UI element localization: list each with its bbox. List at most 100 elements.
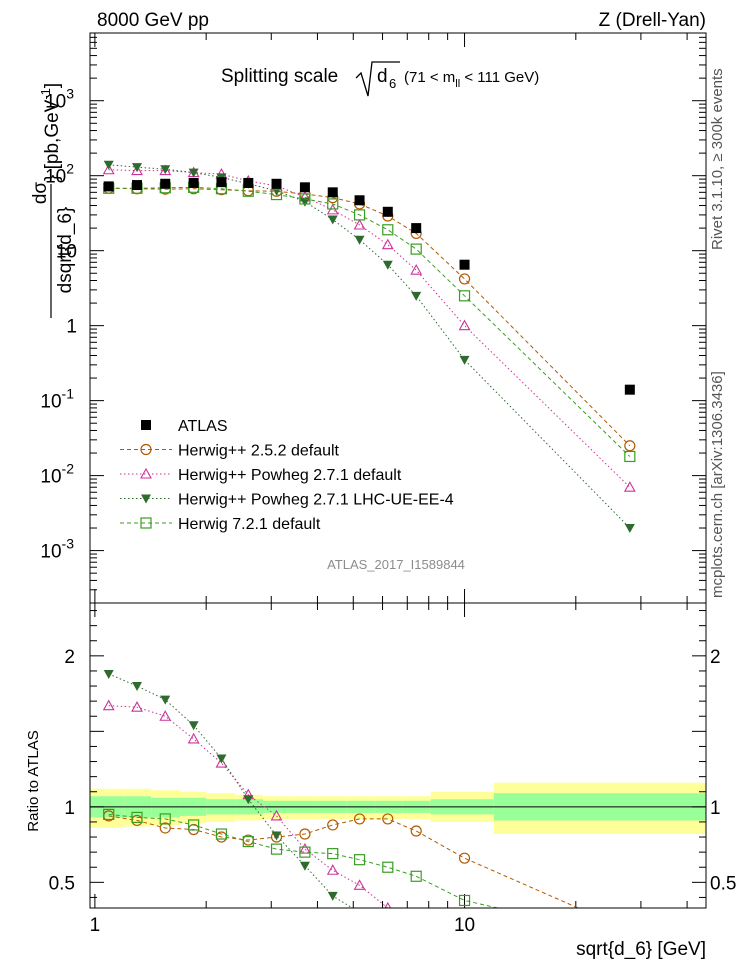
ylabel-numerator: dσ [30,182,51,205]
point-powheg_lhc [383,924,393,933]
point-herwig721 [299,193,311,205]
point-powheg_default [131,164,143,176]
x-tick-label: 10 [454,915,475,936]
point-herwig252 [458,273,471,285]
mcplots-label: mcplots.cern.ch [arXiv:1306.3436] [709,371,726,598]
point-herwig721 [382,861,394,873]
point-atlas [327,187,338,198]
point-powheg_lhc [299,197,310,207]
legend-label-atlas: ATLAS [178,418,228,435]
ratio-plot-series [102,669,635,955]
ratio-y-tick-label-left: 1 [64,798,75,819]
point-powheg_default [270,809,283,821]
y-tick-label: 10-3 [40,536,74,563]
point-herwig721 [270,188,283,201]
y-tick-label: 10-2 [40,461,74,488]
point-atlas [160,178,171,189]
point-powheg_lhc [460,946,470,955]
axes-ticks [90,32,706,908]
legend-label-herwig252: Herwig++ 2.5.2 default [178,443,340,460]
point-herwig721 [131,811,143,824]
series-line-herwig721 [108,186,631,457]
legend-marker-powheg_lhc [141,494,151,504]
title-symbol-sub: 6 [389,76,396,91]
point-herwig721 [410,243,422,255]
point-powheg_default [411,912,421,921]
ylabel-denominator: dsqrt{d_6} [55,207,76,294]
analysis-watermark: ATLAS_2017_I1589844 [327,557,465,572]
point-herwig252 [353,813,366,825]
point-atlas [354,195,365,206]
legend-label-powheg_lhc: Herwig++ Powheg 2.7.1 LHC-UE-EE-4 [178,492,454,509]
ratio-ylabel: Ratio to ATLAS [25,730,42,831]
series-line-powheg_lhc [108,673,354,908]
point-powheg_default [381,238,394,250]
point-powheg_lhc [132,682,143,692]
point-herwig721 [299,846,311,858]
point-herwig252 [159,822,171,834]
point-powheg_default [187,732,200,744]
point-atlas [411,223,422,234]
title-sqrt-symbol [355,61,400,97]
header-right: Z (Drell-Yan) [599,10,706,31]
point-powheg_default [410,264,423,275]
point-powheg_lhc [103,160,114,170]
point-herwig252 [327,819,339,831]
legend-marker-powheg_default [140,467,152,479]
ratio-y-tick-label-left: 0.5 [49,873,75,894]
point-powheg_lhc [188,721,199,731]
ratio-panel-frame [89,602,707,909]
point-atlas [271,178,282,189]
series-line-herwig252 [108,187,631,447]
legend-label-powheg_default: Herwig++ Powheg 2.7.1 default [178,467,402,484]
series-line-powheg_default [108,169,631,488]
title-symbol: d [377,66,388,87]
point-herwig721 [188,819,200,831]
point-herwig721 [382,224,394,236]
point-powheg_lhc [103,669,114,679]
point-herwig721 [353,854,366,866]
point-powheg_default [458,319,471,331]
point-powheg_lhc [327,891,338,901]
point-powheg_lhc [160,165,171,175]
rivet-label: Rivet 3.1.10, ≥ 300k events [709,68,726,250]
point-powheg_lhc [216,754,227,764]
point-powheg_default [159,164,172,176]
point-herwig721 [215,828,228,840]
xlabel: sqrt{d_6} [GeV] [576,939,706,960]
point-herwig252 [410,825,422,837]
point-herwig721 [159,813,171,825]
point-herwig252 [625,926,635,936]
point-powheg_lhc [459,355,470,365]
point-powheg_lhc [327,215,338,225]
series-line-powheg_lhc [108,164,631,529]
point-herwig252 [382,813,394,825]
main-title: Splitting scale [221,66,338,87]
point-herwig721 [458,894,471,907]
point-powheg_lhc [411,291,422,301]
point-herwig721 [458,290,471,302]
point-herwig721 [327,848,339,860]
legend-label-herwig721: Herwig 7.2.1 default [178,516,321,533]
point-powheg_lhc [382,260,393,270]
point-herwig721 [624,450,636,463]
point-atlas [624,384,635,395]
ratio-y-tick-label-left: 2 [64,647,75,668]
point-atlas [382,206,393,217]
point-powheg_default [159,710,172,721]
point-powheg_default [353,879,366,890]
point-herwig252 [299,828,311,840]
point-powheg_lhc [160,695,171,705]
point-powheg_lhc [355,909,365,918]
point-atlas [243,177,254,188]
point-powheg_default [326,864,339,875]
legend: ATLAS Herwig++ 2.5.2 default Herwig++ Powh… [120,418,454,533]
point-atlas [216,177,227,188]
point-powheg_default [102,699,115,711]
legend-marker-herwig721 [140,517,152,529]
point-powheg_lhc [411,934,421,943]
point-powheg_default [623,481,636,492]
point-powheg_lhc [188,168,199,178]
x-tick-label: 1 [90,915,101,936]
